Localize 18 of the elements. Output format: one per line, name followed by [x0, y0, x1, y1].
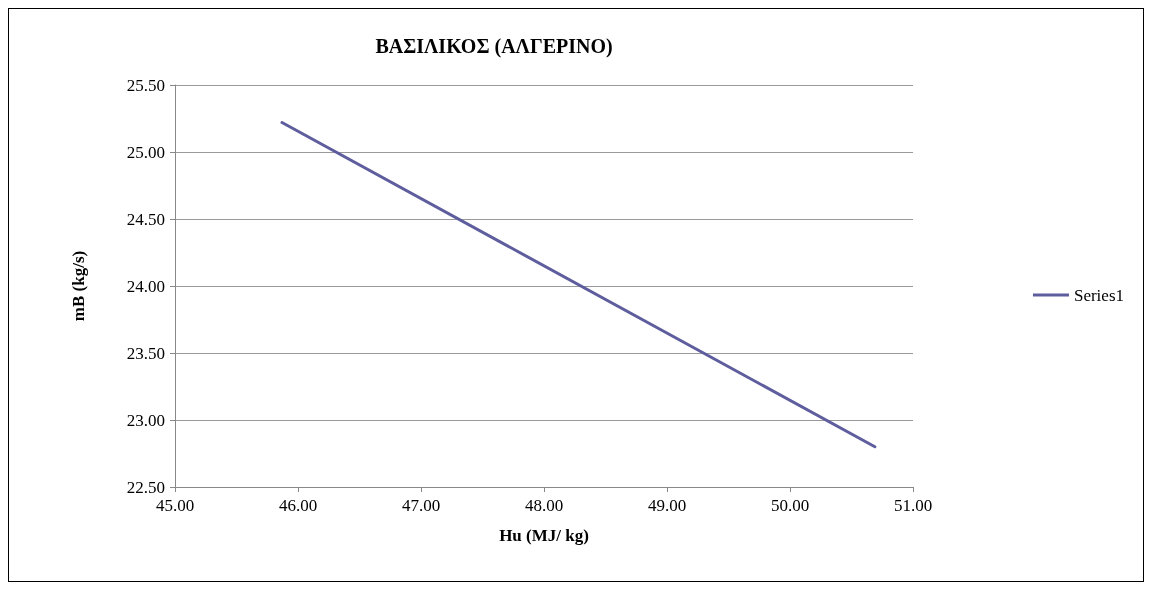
y-tick-label: 25.00: [126, 142, 165, 162]
y-tick-label: 23.00: [126, 410, 165, 430]
y-tick-label: 24.50: [126, 209, 165, 229]
y-tick-label: 24.00: [126, 276, 165, 296]
x-tick-label: 47.00: [401, 496, 441, 515]
x-axis-title: Hu (MJ/ kg): [499, 526, 589, 545]
x-tick-label: 45.00: [155, 496, 195, 515]
x-tick-label: 46.00: [278, 496, 318, 515]
legend-label: Series1: [1073, 285, 1124, 305]
y-axis-title: mB (kg/s): [69, 250, 88, 322]
x-tick-label: 50.00: [770, 496, 810, 515]
x-tick-label: 51.00: [893, 496, 933, 515]
y-tick-label: 22.50: [126, 477, 165, 497]
chart-title: ΒΑΣΙΛΙΚΟΣ (ΑΛΓΕΡΙΝΟ): [375, 35, 613, 58]
x-tick-label: 48.00: [524, 496, 564, 515]
y-tick-label: 23.50: [126, 343, 165, 363]
x-tick-label: 49.00: [647, 496, 687, 515]
y-tick-label: 25.50: [126, 75, 165, 95]
